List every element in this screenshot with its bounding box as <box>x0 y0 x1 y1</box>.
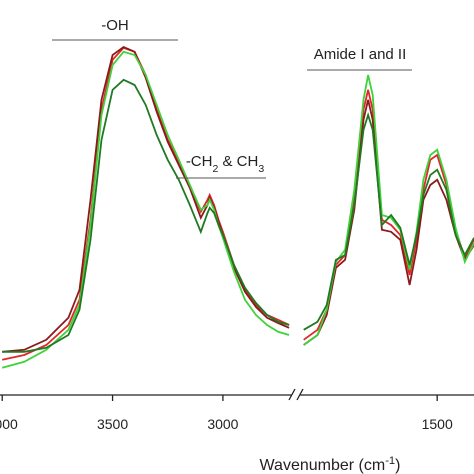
x-axis-label-part: Wavenumber (cm <box>260 457 386 474</box>
annotation: -CH2 & CH3 <box>186 153 265 175</box>
spectrum-line <box>2 46 290 361</box>
annotation-part: 2 <box>212 163 218 175</box>
x-tick-label: 1500 <box>422 416 453 432</box>
spectrum-line <box>303 111 474 331</box>
axis-break <box>296 388 304 401</box>
panel <box>303 74 474 346</box>
annotation-part: -CH <box>186 153 213 170</box>
x-tick-label: 4000 <box>0 416 18 432</box>
annotation-part: & CH <box>218 153 258 170</box>
spectrum-line <box>2 45 290 353</box>
annotation: -OH <box>101 17 129 34</box>
spectrum-line <box>303 89 474 341</box>
spectrum-line <box>2 78 290 353</box>
x-axis-label: Wavenumber (cm-1) <box>260 455 401 474</box>
x-axis-label-part: ) <box>395 457 400 474</box>
annotation-part: 3 <box>258 163 264 175</box>
panel <box>1 45 290 369</box>
spectrum-line <box>1 50 290 369</box>
x-tick-label: 3500 <box>97 416 128 432</box>
axis-break <box>288 388 296 401</box>
annotation-part: -OH <box>101 17 129 34</box>
annotation-part: Amide I and II <box>314 46 407 63</box>
x-tick-label: 3000 <box>207 416 238 432</box>
x-axis-label-part: -1 <box>385 455 395 467</box>
spectrum-line <box>303 99 474 346</box>
annotation: Amide I and II <box>314 46 407 63</box>
